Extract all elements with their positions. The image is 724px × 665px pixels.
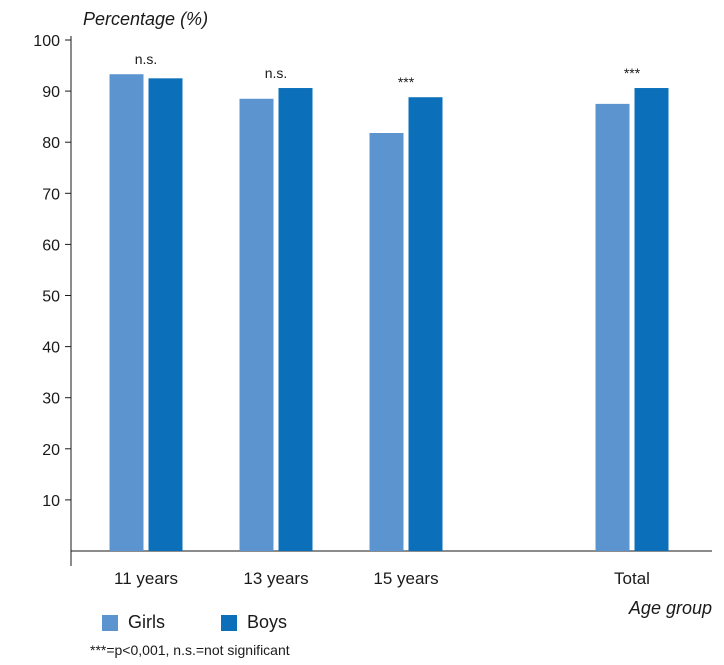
legend-label-girls: Girls <box>128 612 165 632</box>
y-tick-label: 60 <box>42 237 60 254</box>
legend: Girls Boys <box>102 612 343 633</box>
bar-girls-2 <box>369 133 404 551</box>
y-ticks: 10 20 30 40 50 60 70 80 90 100 <box>33 33 71 510</box>
legend-item-girls: Girls <box>102 612 165 633</box>
y-tick-label: 30 <box>42 391 60 408</box>
category-label: Total <box>614 569 650 588</box>
footnote: ***=p<0,001, n.s.=not significant <box>90 642 290 658</box>
y-tick-label: 80 <box>42 135 60 152</box>
y-tick-label: 70 <box>42 186 60 203</box>
y-tick-label: 100 <box>33 33 60 50</box>
significance-label: *** <box>398 74 415 90</box>
bar-boys-2 <box>408 97 443 552</box>
legend-swatch-boys <box>221 614 237 631</box>
bar-boys-1 <box>278 88 313 551</box>
legend-swatch-girls <box>102 614 118 631</box>
legend-label-boys: Boys <box>247 612 288 632</box>
bar-girls-3 <box>595 103 630 551</box>
y-tick-label: 10 <box>42 493 60 510</box>
bar-girls-1 <box>239 98 274 551</box>
significance-label: n.s. <box>265 65 288 81</box>
y-tick-label: 20 <box>42 442 60 459</box>
y-tick-label: 50 <box>42 289 60 306</box>
legend-item-boys: Boys <box>221 612 287 633</box>
category-label: 11 years <box>114 569 178 588</box>
category-labels: 11 years 13 years 15 years Total <box>114 569 650 588</box>
y-tick-label: 40 <box>42 340 60 357</box>
category-label: 15 years <box>373 569 438 588</box>
bar-boys-0 <box>148 78 183 551</box>
y-tick-label: 90 <box>42 84 60 101</box>
bar-girls-0 <box>109 74 144 551</box>
significance-label: *** <box>624 65 641 81</box>
y-axis-title: Percentage (%) <box>83 9 208 29</box>
bar-boys-3 <box>634 88 669 551</box>
significance-label: n.s. <box>135 51 158 67</box>
x-axis-title: Age group <box>628 598 712 618</box>
category-label: 13 years <box>243 569 308 588</box>
significance-annotations: n.s. n.s. *** *** <box>135 51 641 90</box>
bars <box>109 74 669 552</box>
